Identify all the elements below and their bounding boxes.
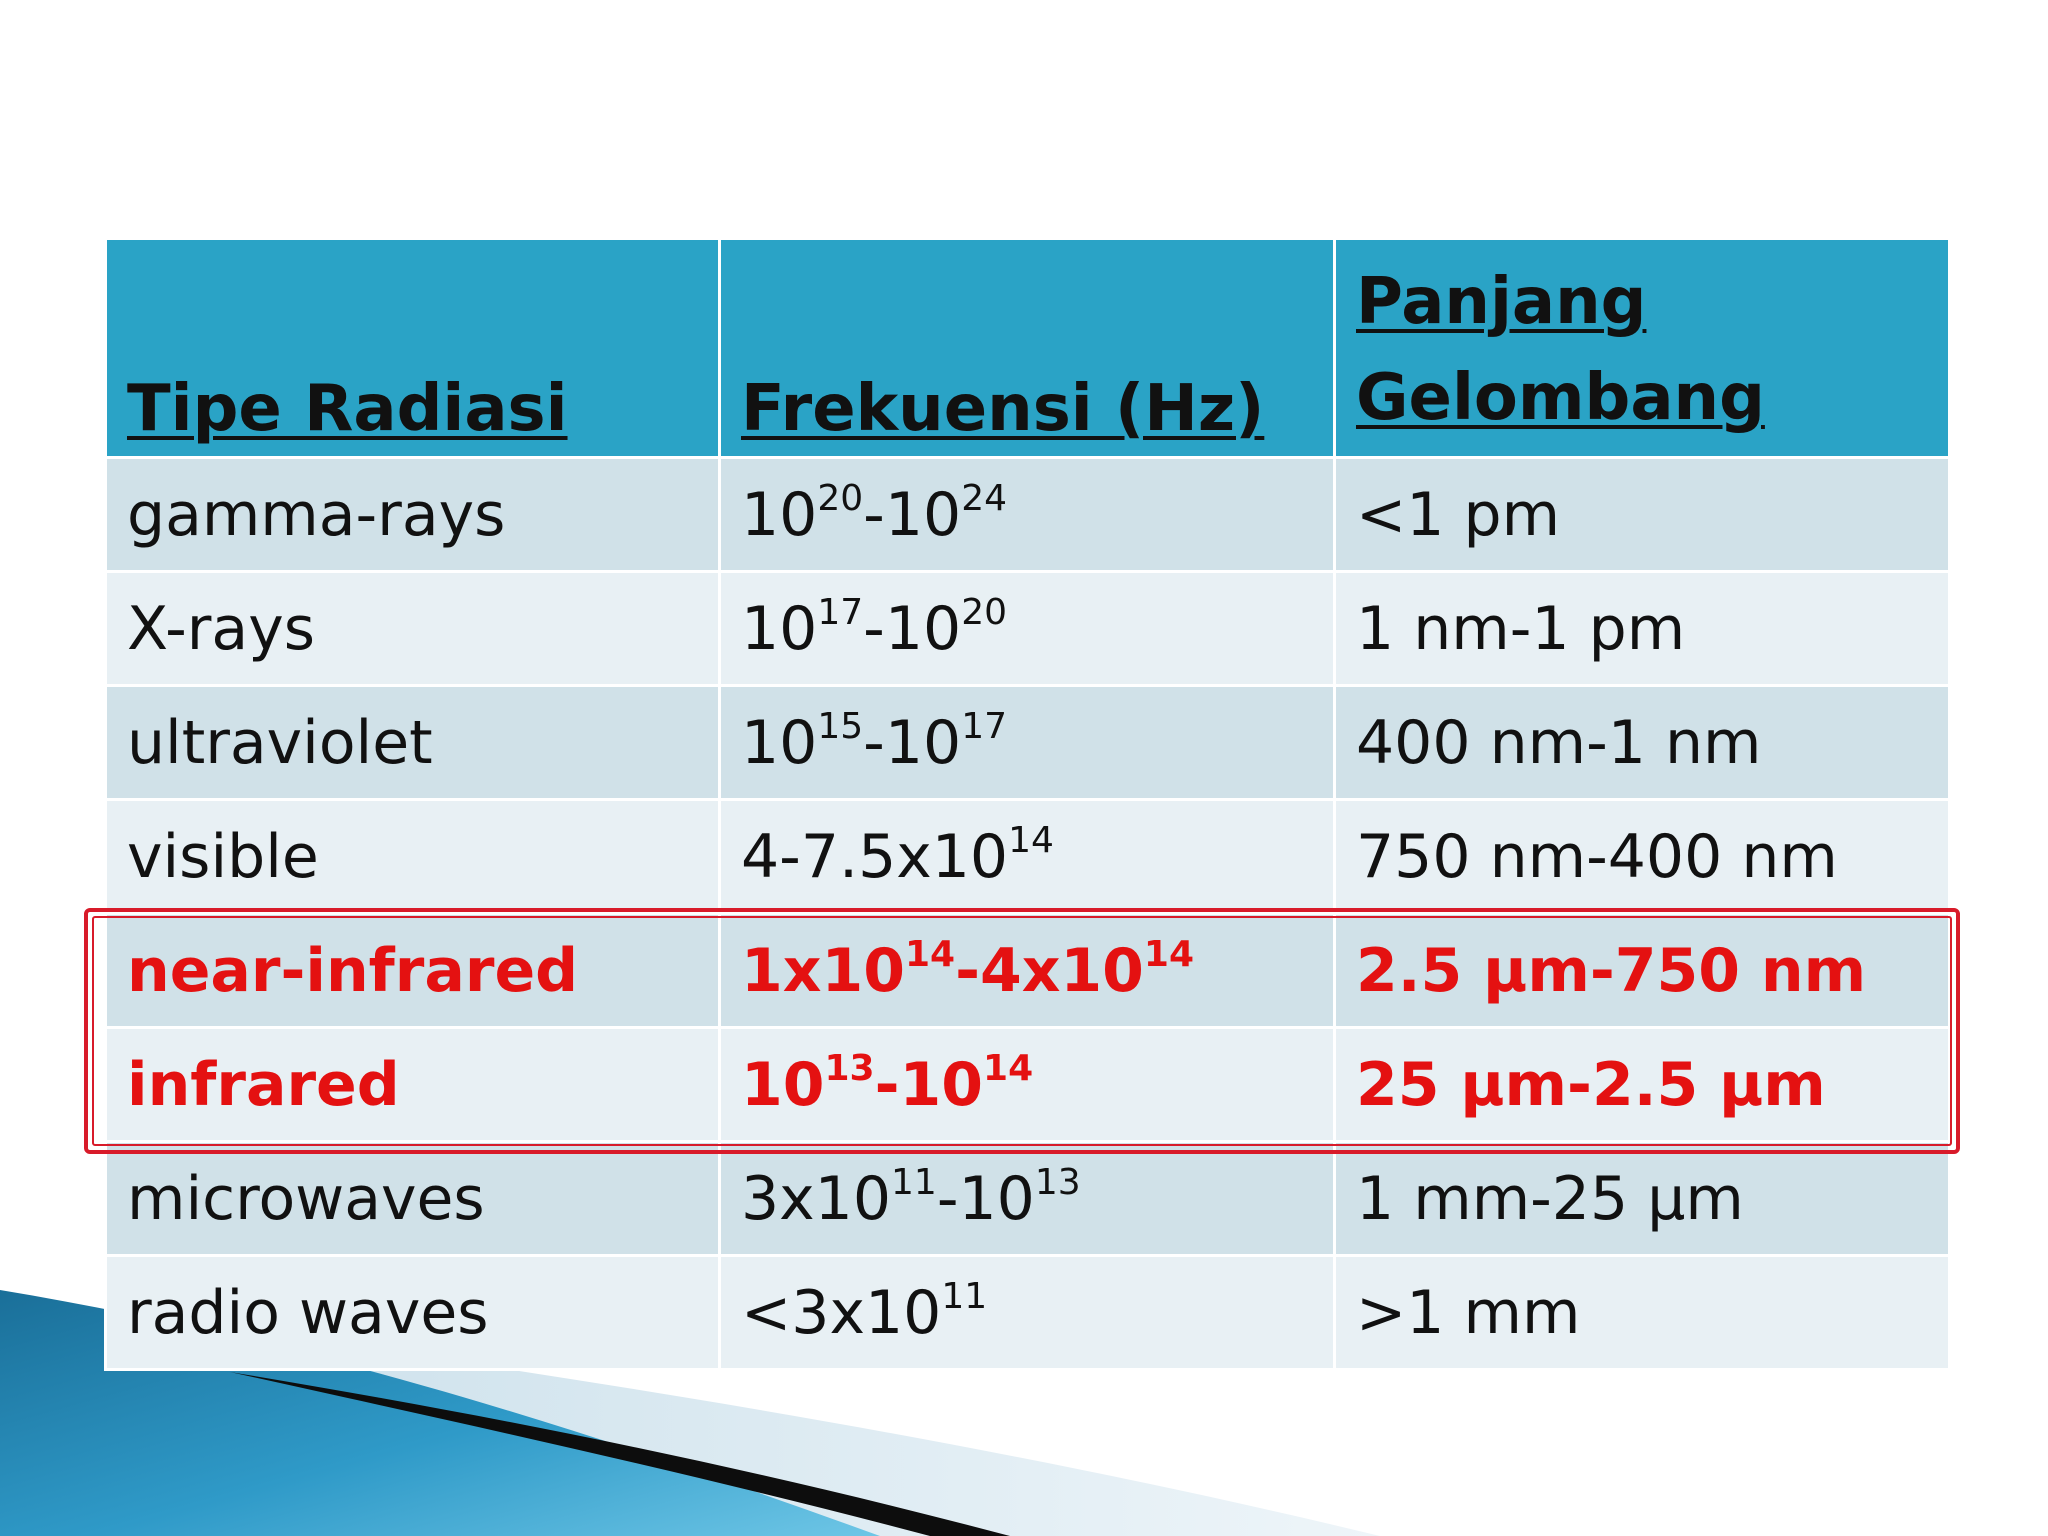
table-header: Tipe Radiasi Frekuensi (Hz) Panjang Gelo… — [104, 237, 1951, 459]
frequency-exp1: 14 — [1008, 819, 1054, 861]
frequency-base2: 4x10 — [979, 935, 1144, 1006]
cell-wavelength: 2.5 µm-750 nm — [1333, 912, 1951, 1029]
frequency-exp1: 17 — [817, 591, 864, 633]
frequency-sep: - — [863, 707, 885, 778]
cell-frequency: 1013-1014 — [718, 1026, 1336, 1143]
cell-frequency: 4-7.5x1014 — [718, 798, 1336, 915]
header-row: Tipe Radiasi Frekuensi (Hz) Panjang Gelo… — [104, 237, 1951, 459]
table-row: near-infrared 1x1014-4x1014 2.5 µm-750 nm — [104, 912, 1951, 1029]
table-row: microwaves 3x1011-1013 1 mm-25 µm — [104, 1140, 1951, 1257]
table-row: infrared 1013-1014 25 µm-2.5 µm — [104, 1026, 1951, 1143]
frequency-exp2: 17 — [961, 705, 1007, 747]
frequency-sep: - — [863, 479, 885, 550]
frequency-exp2: 20 — [961, 591, 1007, 633]
frequency-base1: 10 — [741, 593, 818, 664]
frequency-exp1: 20 — [817, 477, 864, 519]
table-row: radio waves <3x1011 >1 mm — [104, 1254, 1951, 1371]
cell-radiation-type: visible — [104, 798, 721, 915]
frequency-sep: - — [874, 1049, 900, 1120]
cell-radiation-type: infrared — [104, 1026, 721, 1143]
cell-wavelength: 1 nm-1 pm — [1333, 570, 1951, 687]
frequency-base1: 4-7.5x10 — [741, 821, 1009, 892]
frequency-base2: 10 — [884, 593, 962, 664]
frequency-base1: 1x10 — [741, 935, 905, 1006]
frequency-exp2: 24 — [961, 477, 1007, 519]
cell-frequency: 1x1014-4x1014 — [718, 912, 1336, 1029]
cell-wavelength: >1 mm — [1333, 1254, 1951, 1371]
frequency-base1: 10 — [741, 707, 818, 778]
table-row: visible 4-7.5x1014 750 nm-400 nm — [104, 798, 1951, 915]
header-panjang-gelombang: Panjang Gelombang — [1333, 237, 1951, 459]
frequency-exp1: 14 — [904, 933, 956, 975]
table-row: ultraviolet 1015-1017 400 nm-1 nm — [104, 684, 1951, 801]
cell-wavelength: <1 pm — [1333, 456, 1951, 573]
frequency-exp1: 13 — [824, 1047, 875, 1089]
frequency-exp2: 14 — [1143, 933, 1195, 975]
cell-wavelength: 750 nm-400 nm — [1333, 798, 1951, 915]
header-frekuensi: Frekuensi (Hz) — [718, 237, 1336, 459]
frequency-exp1: 11 — [941, 1275, 988, 1317]
cell-wavelength: 400 nm-1 nm — [1333, 684, 1951, 801]
cell-radiation-type: ultraviolet — [104, 684, 721, 801]
cell-frequency: 1017-1020 — [718, 570, 1336, 687]
frequency-base2: 10 — [884, 479, 962, 550]
table-row: X-rays 1017-1020 1 nm-1 pm — [104, 570, 1951, 687]
frequency-sep: - — [955, 935, 980, 1006]
frequency-exp1: 11 — [891, 1161, 937, 1203]
cell-radiation-type: near-infrared — [104, 912, 721, 1029]
table-row: gamma-rays 1020-1024 <1 pm — [104, 456, 1951, 573]
frequency-base2: 10 — [884, 707, 962, 778]
header-tipe-radiasi: Tipe Radiasi — [104, 237, 721, 459]
frequency-base1: 10 — [741, 1049, 825, 1120]
frequency-exp2: 14 — [983, 1047, 1034, 1089]
frequency-base1: 10 — [741, 479, 818, 550]
swoosh-black — [230, 1372, 1010, 1536]
frequency-base2: 10 — [958, 1163, 1035, 1234]
cell-frequency: 1015-1017 — [718, 684, 1336, 801]
frequency-base1: <3x10 — [741, 1277, 942, 1348]
cell-wavelength: 1 mm-25 µm — [1333, 1140, 1951, 1257]
cell-radiation-type: X-rays — [104, 570, 721, 687]
radiation-table: Tipe Radiasi Frekuensi (Hz) Panjang Gelo… — [104, 237, 1951, 1371]
frequency-exp2: 13 — [1034, 1161, 1081, 1203]
cell-radiation-type: microwaves — [104, 1140, 721, 1257]
cell-frequency: 1020-1024 — [718, 456, 1336, 573]
table-body: gamma-rays 1020-1024 <1 pm X-rays 1017-1020 1… — [104, 456, 1951, 1371]
cell-frequency: 3x1011-1013 — [718, 1140, 1336, 1257]
cell-frequency: <3x1011 — [718, 1254, 1336, 1371]
cell-radiation-type: gamma-rays — [104, 456, 721, 573]
frequency-base2: 10 — [899, 1049, 984, 1120]
frequency-exp1: 15 — [817, 705, 864, 747]
frequency-sep: - — [863, 593, 885, 664]
frequency-base1: 3x10 — [741, 1163, 892, 1234]
cell-radiation-type: radio waves — [104, 1254, 721, 1371]
cell-wavelength: 25 µm-2.5 µm — [1333, 1026, 1951, 1143]
frequency-sep: - — [936, 1163, 959, 1234]
